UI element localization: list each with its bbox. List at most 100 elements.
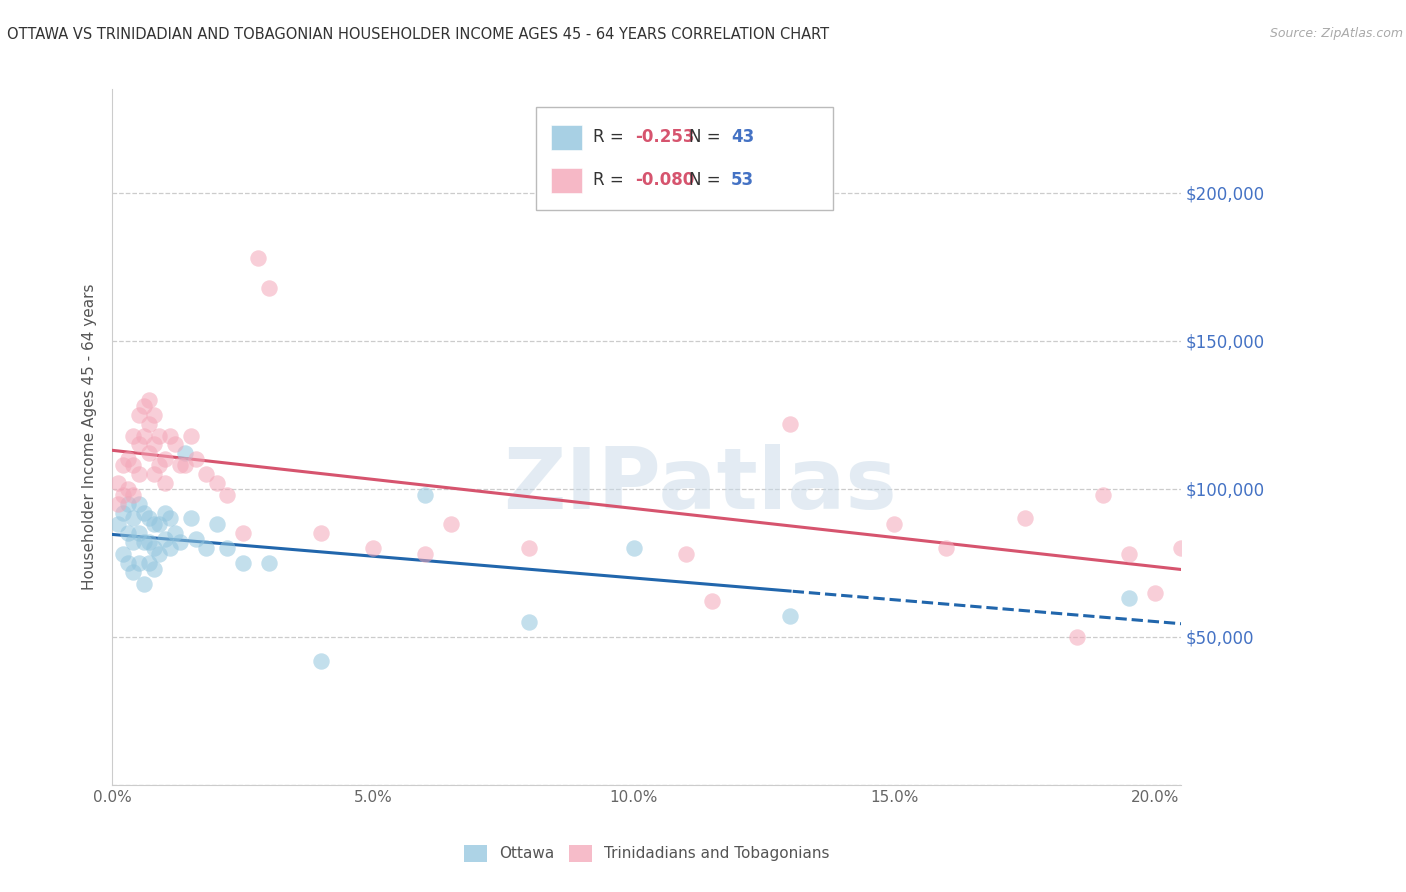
Point xyxy=(132,399,155,413)
Text: R =: R = xyxy=(593,128,630,146)
Point xyxy=(143,467,166,481)
Point xyxy=(180,428,202,442)
Point xyxy=(143,437,166,451)
Point xyxy=(143,517,166,532)
Point xyxy=(159,428,181,442)
Point xyxy=(174,458,197,473)
Point xyxy=(413,547,436,561)
Text: R =: R = xyxy=(593,171,630,189)
Point xyxy=(205,475,228,490)
Point xyxy=(779,609,801,624)
Point xyxy=(153,452,176,467)
Point xyxy=(122,488,145,502)
Point xyxy=(128,408,150,422)
Point xyxy=(195,541,218,555)
Point xyxy=(217,488,239,502)
Text: 53: 53 xyxy=(731,171,754,189)
Point xyxy=(143,541,166,555)
Point xyxy=(361,541,384,555)
Text: OTTAWA VS TRINIDADIAN AND TOBAGONIAN HOUSEHOLDER INCOME AGES 45 - 64 YEARS CORRE: OTTAWA VS TRINIDADIAN AND TOBAGONIAN HOU… xyxy=(7,27,830,42)
Point xyxy=(184,533,207,547)
Point xyxy=(163,526,186,541)
Point xyxy=(138,417,160,431)
Point xyxy=(247,251,270,265)
Point xyxy=(132,576,155,591)
Point xyxy=(1170,541,1192,555)
Point xyxy=(148,428,170,442)
Point xyxy=(138,393,160,408)
Point xyxy=(132,535,155,549)
Point xyxy=(195,467,218,481)
Point xyxy=(1118,547,1140,561)
Point xyxy=(128,556,150,570)
Point xyxy=(174,446,197,460)
Point xyxy=(217,541,239,555)
Point xyxy=(138,511,160,525)
Point xyxy=(519,541,541,555)
Point xyxy=(883,517,905,532)
Point xyxy=(111,506,134,520)
Point xyxy=(128,467,150,481)
Point xyxy=(153,506,176,520)
Point xyxy=(159,511,181,525)
Point xyxy=(180,511,202,525)
Point xyxy=(128,437,150,451)
Point xyxy=(117,556,139,570)
Point xyxy=(128,526,150,541)
Point xyxy=(257,280,280,294)
Point xyxy=(122,511,145,525)
Point xyxy=(117,526,139,541)
Text: -0.080: -0.080 xyxy=(636,171,695,189)
Point xyxy=(1118,591,1140,606)
Point xyxy=(623,541,645,555)
Legend: Ottawa, Trinidadians and Tobagonians: Ottawa, Trinidadians and Tobagonians xyxy=(457,838,837,868)
Point xyxy=(413,488,436,502)
Point xyxy=(122,458,145,473)
Point xyxy=(107,475,129,490)
Point xyxy=(117,482,139,496)
Point xyxy=(169,535,191,549)
Point xyxy=(257,556,280,570)
Point xyxy=(779,417,801,431)
Text: Source: ZipAtlas.com: Source: ZipAtlas.com xyxy=(1270,27,1403,40)
Point xyxy=(117,497,139,511)
Point xyxy=(309,526,332,541)
Point xyxy=(148,547,170,561)
Point xyxy=(143,408,166,422)
Point xyxy=(122,535,145,549)
Point xyxy=(132,506,155,520)
Point xyxy=(111,547,134,561)
Point xyxy=(205,517,228,532)
Point xyxy=(138,535,160,549)
Point xyxy=(122,428,145,442)
Point xyxy=(1143,585,1166,599)
Point xyxy=(232,526,254,541)
Point xyxy=(117,452,139,467)
Point xyxy=(184,452,207,467)
Point xyxy=(128,497,150,511)
Point xyxy=(138,446,160,460)
Point xyxy=(163,437,186,451)
Point xyxy=(1185,556,1208,570)
Point xyxy=(148,517,170,532)
Point xyxy=(132,428,155,442)
Point xyxy=(138,556,160,570)
Point xyxy=(111,488,134,502)
Text: N =: N = xyxy=(689,171,725,189)
Point xyxy=(675,547,697,561)
Point xyxy=(148,458,170,473)
Point xyxy=(169,458,191,473)
Point xyxy=(159,541,181,555)
Point xyxy=(153,533,176,547)
Text: N =: N = xyxy=(689,128,725,146)
Point xyxy=(122,565,145,579)
Point xyxy=(700,594,723,608)
Text: 43: 43 xyxy=(731,128,755,146)
Text: ZIPatlas: ZIPatlas xyxy=(503,444,897,527)
Point xyxy=(1066,630,1088,644)
Y-axis label: Householder Income Ages 45 - 64 years: Householder Income Ages 45 - 64 years xyxy=(82,284,97,591)
Point xyxy=(143,562,166,576)
Point xyxy=(107,497,129,511)
Point xyxy=(111,458,134,473)
Point xyxy=(153,475,176,490)
